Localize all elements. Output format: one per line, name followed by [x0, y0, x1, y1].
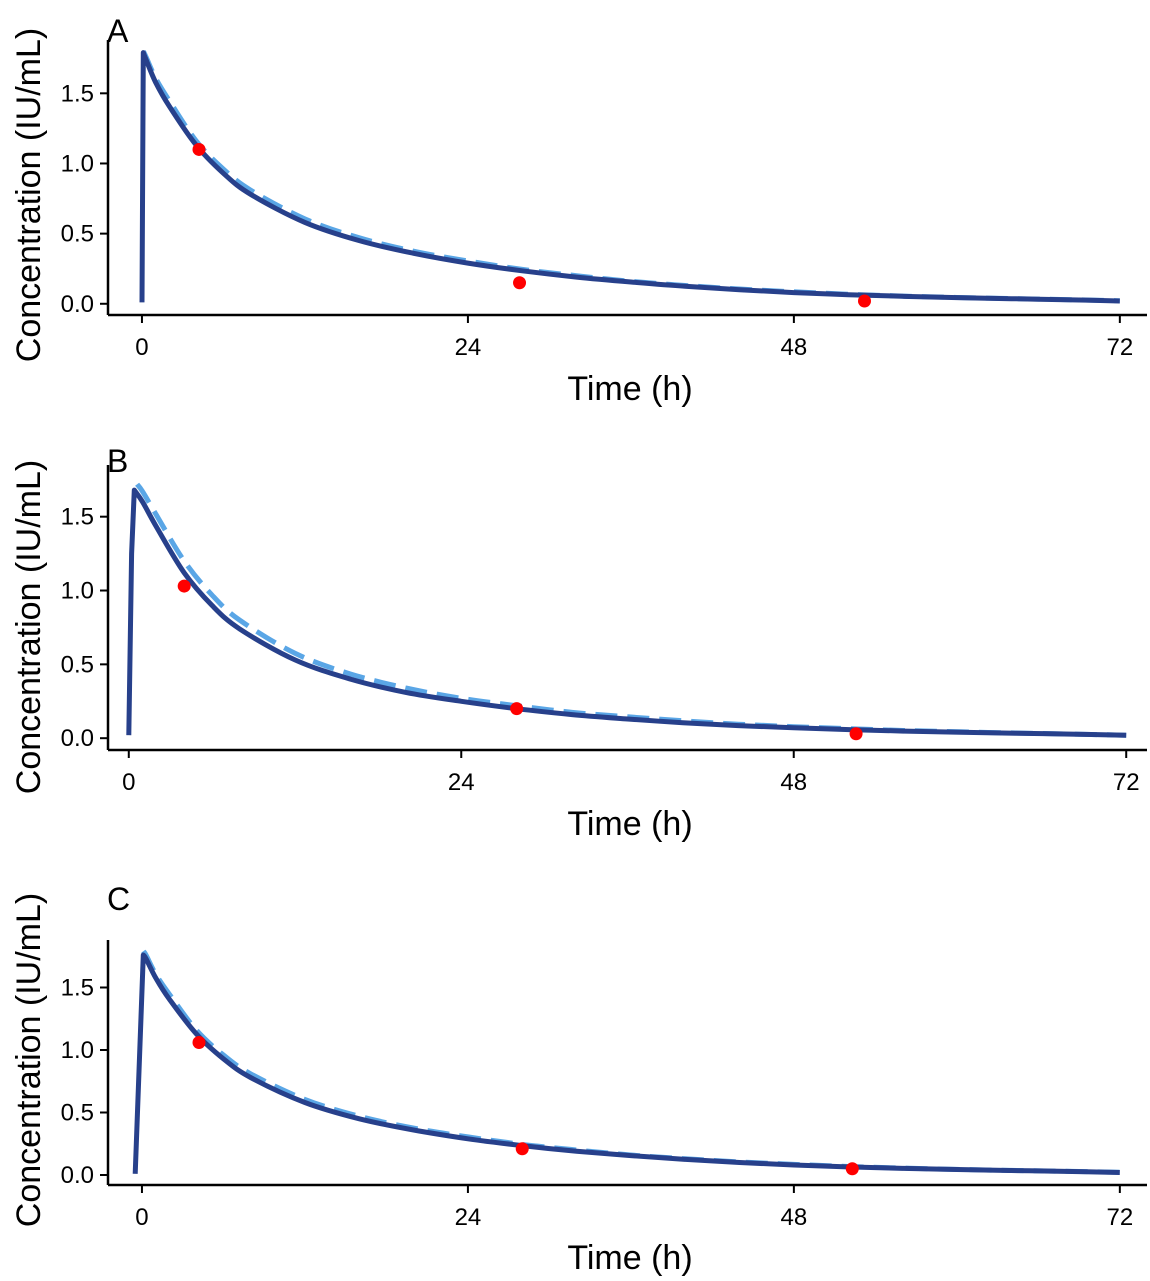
- x-tick-label: 24: [448, 769, 475, 796]
- chart-c: C 0 24 48 72 0.0 0.5 1.0 1.5 Time (h) Concentra…: [10, 881, 1147, 1277]
- observed-point: [513, 276, 527, 290]
- observed-point: [192, 142, 206, 156]
- panel-c: C 0 24 48 72 0.0 0.5 1.0 1.5 Time (h) Concentra…: [0, 855, 1150, 1281]
- observed-point: [177, 579, 191, 593]
- observed-point: [849, 727, 863, 741]
- x-tick-label: 48: [780, 769, 807, 796]
- y-tick-label: 0.0: [61, 725, 94, 752]
- panel-a: A 0 24 48 72 0.0 0.5 1.0 1.5 Time (h) Concentra…: [0, 0, 1150, 426]
- y-tick-label: 1.5: [61, 975, 94, 1002]
- x-axis-title: Time (h): [567, 370, 692, 408]
- y-tick-label: 0.5: [61, 651, 94, 678]
- panel-label: C: [107, 881, 130, 917]
- observed-point: [858, 294, 872, 308]
- observed-point: [515, 1142, 529, 1156]
- y-tick-label: 1.5: [61, 80, 94, 107]
- y-tick-label: 0.5: [61, 1100, 94, 1127]
- x-tick-label: 72: [1113, 769, 1140, 796]
- x-tick-label: 0: [122, 769, 135, 796]
- chart-b: B 0 24 48 72 0.0 0.5 1.0 1.5 Time (h) Concentra…: [10, 443, 1147, 843]
- x-tick-label: 24: [455, 334, 482, 361]
- x-axis-title: Time (h): [567, 1239, 692, 1277]
- observed-point: [510, 702, 524, 716]
- y-tick-label: 0.0: [61, 1162, 94, 1189]
- y-axis-title: Concentration (IU/mL): [10, 893, 48, 1227]
- series-line-solid: [126, 487, 1127, 738]
- x-axis-title: Time (h): [567, 805, 692, 843]
- series-line-solid: [132, 952, 1120, 1175]
- chart-a: A 0 24 48 72 0.0 0.5 1.0 1.5 Time (h) Concentra…: [10, 13, 1147, 408]
- panel-label: B: [107, 443, 128, 479]
- panel-b: B 0 24 48 72 0.0 0.5 1.0 1.5 Time (h) Concentra…: [0, 430, 1150, 856]
- series-line-dashed: [141, 50, 1120, 304]
- x-tick-label: 72: [1106, 1204, 1133, 1231]
- x-tick-label: 48: [781, 334, 808, 361]
- x-tick-label: 72: [1106, 334, 1133, 361]
- y-tick-label: 1.0: [61, 578, 94, 605]
- observed-point: [192, 1036, 206, 1049]
- y-tick-label: 0.5: [61, 221, 94, 248]
- y-axis-title: Concentration (IU/mL): [10, 460, 48, 794]
- x-tick-label: 48: [781, 1204, 808, 1231]
- panel-label: A: [107, 13, 129, 49]
- series-line-solid: [139, 50, 1120, 304]
- y-tick-label: 1.0: [61, 150, 94, 177]
- x-tick-label: 24: [455, 1204, 482, 1231]
- y-tick-label: 0.0: [61, 291, 94, 318]
- x-tick-label: 0: [135, 1204, 148, 1231]
- y-tick-label: 1.5: [61, 504, 94, 531]
- plot-area: 0 24 48 72 0.0 0.5 1.0 1.5: [61, 40, 1147, 361]
- x-tick-label: 0: [135, 334, 148, 361]
- series-line-dashed: [135, 482, 1127, 738]
- y-axis-title: Concentration (IU/mL): [10, 28, 48, 362]
- series-line-dashed: [141, 949, 1120, 1175]
- observed-point: [845, 1162, 859, 1176]
- y-tick-label: 1.0: [61, 1037, 94, 1064]
- plot-area: 0 24 48 72 0.0 0.5 1.0 1.5: [61, 940, 1147, 1231]
- plot-area: 0 24 48 72 0.0 0.5 1.0 1.5: [61, 465, 1147, 796]
